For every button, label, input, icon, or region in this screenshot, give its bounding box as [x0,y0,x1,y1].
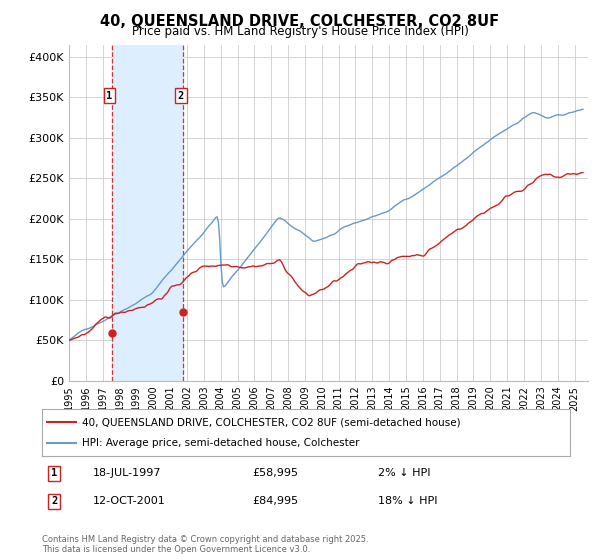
Text: 18% ↓ HPI: 18% ↓ HPI [378,496,437,506]
Text: £58,995: £58,995 [252,468,298,478]
Text: 1: 1 [51,468,57,478]
Text: Contains HM Land Registry data © Crown copyright and database right 2025.
This d: Contains HM Land Registry data © Crown c… [42,535,368,554]
Text: 1: 1 [106,91,112,101]
Text: £84,995: £84,995 [252,496,298,506]
Text: 2% ↓ HPI: 2% ↓ HPI [378,468,431,478]
Text: 12-OCT-2001: 12-OCT-2001 [93,496,166,506]
Text: 2: 2 [178,91,184,101]
Text: 18-JUL-1997: 18-JUL-1997 [93,468,161,478]
Text: 40, QUEENSLAND DRIVE, COLCHESTER, CO2 8UF (semi-detached house): 40, QUEENSLAND DRIVE, COLCHESTER, CO2 8U… [82,417,460,427]
Text: Price paid vs. HM Land Registry's House Price Index (HPI): Price paid vs. HM Land Registry's House … [131,25,469,38]
Text: 2: 2 [51,496,57,506]
Bar [112,45,184,381]
Text: HPI: Average price, semi-detached house, Colchester: HPI: Average price, semi-detached house,… [82,438,359,448]
Text: 40, QUEENSLAND DRIVE, COLCHESTER, CO2 8UF: 40, QUEENSLAND DRIVE, COLCHESTER, CO2 8U… [100,14,500,29]
